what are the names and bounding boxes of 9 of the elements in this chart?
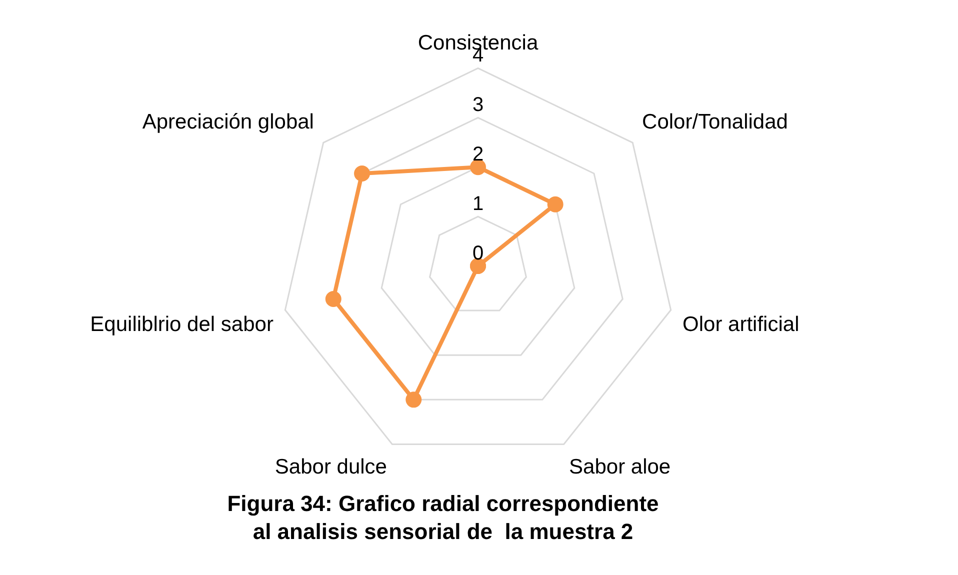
spoke-label: Sabor aloe [569, 455, 671, 478]
spoke-label: Equiliblrio del sabor [90, 313, 274, 336]
spoke-label: Apreciación global [142, 110, 314, 134]
y-tick-label: 3 [472, 94, 484, 116]
spoke-label: Sabor dulce [274, 455, 387, 478]
spoke-label: Olor artificial [682, 313, 800, 336]
text: Figura 34: Grafico radial correspondiente al analisis sensorial de la muestra 2 [226, 490, 660, 546]
spoke-label: Color/Tonalidad [642, 110, 788, 134]
y-tick-label: 1 [472, 193, 484, 216]
